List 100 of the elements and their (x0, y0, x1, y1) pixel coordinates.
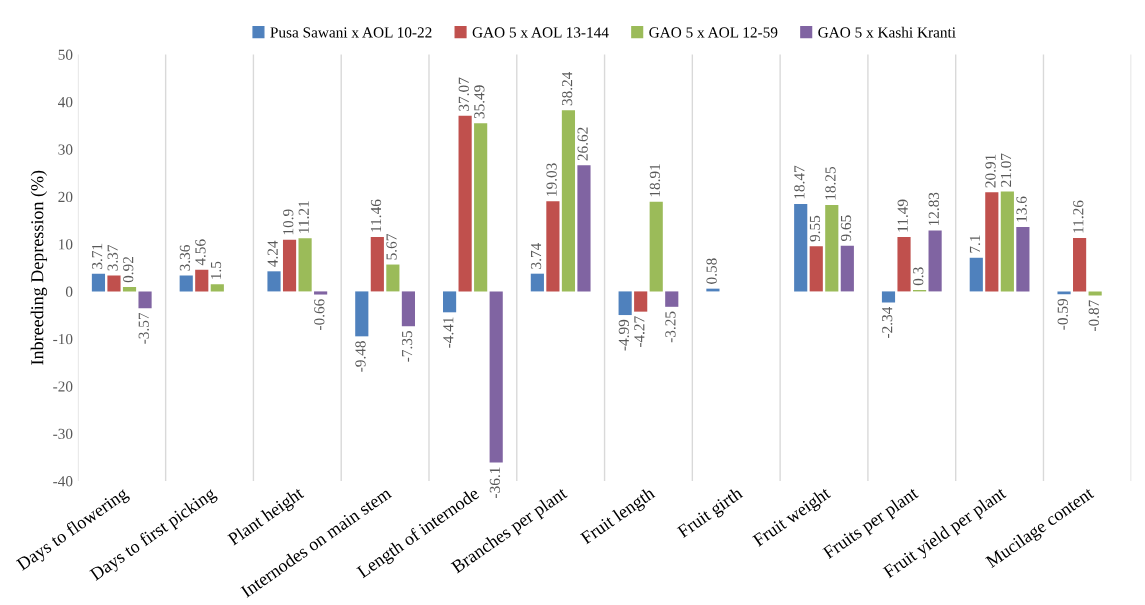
bar (665, 291, 679, 307)
bar (794, 203, 808, 292)
data-label: 11.49 (897, 199, 908, 232)
y-tick-label: 30 (58, 144, 73, 155)
bar (386, 264, 400, 292)
legend-label: GAO 5 x AOL 12-59 (649, 27, 778, 38)
bar (210, 284, 224, 292)
bar (489, 291, 503, 463)
data-label: 3.37 (107, 244, 118, 271)
data-label: 38.24 (561, 71, 573, 106)
data-label: 13.6 (1016, 196, 1027, 222)
bar (179, 275, 193, 292)
bar (314, 291, 328, 295)
bar (122, 287, 137, 292)
bar (474, 123, 488, 292)
data-label: 18.25 (825, 166, 836, 200)
bar (282, 239, 297, 292)
y-tick-label: -10 (53, 333, 73, 345)
y-tick-label: 20 (58, 191, 73, 203)
data-label: -4.99 (618, 319, 630, 351)
bar (897, 236, 911, 292)
data-label: -0.87 (1088, 300, 1100, 331)
bar (840, 245, 854, 292)
bar (1000, 191, 1014, 292)
data-label: 3.74 (530, 243, 542, 269)
data-label: 9.65 (840, 215, 852, 242)
bar (928, 230, 942, 292)
legend-label: GAO 5 x AOL 13-144 (472, 27, 609, 38)
data-label: 0.92 (123, 256, 134, 283)
bar (91, 273, 106, 292)
y-tick-label: 50 (58, 49, 73, 60)
data-label: 9.55 (809, 215, 821, 242)
data-label: 4.56 (195, 239, 206, 266)
bar (546, 201, 560, 292)
legend-label: Pusa Sawani x AOL 10-22 (270, 27, 432, 38)
data-label: 1.5 (210, 261, 222, 279)
bar (195, 269, 209, 292)
data-label: 0.3 (913, 267, 924, 286)
bar (618, 291, 632, 316)
data-label: -36.1 (489, 467, 501, 498)
legend-label: GAO 5 x Kashi Kranti (818, 26, 956, 38)
bar (1057, 291, 1071, 295)
data-label: 11.21 (298, 201, 309, 233)
data-label: 11.46 (370, 199, 382, 232)
data-label: 11.26 (1073, 200, 1084, 233)
data-label: 7.1 (969, 235, 981, 253)
data-label: -2.34 (882, 306, 893, 338)
data-label: -4.41 (443, 317, 454, 348)
bar (107, 275, 121, 292)
bar (985, 192, 999, 292)
bar (458, 115, 472, 292)
bar (969, 257, 983, 292)
data-label: 5.67 (386, 234, 397, 260)
bar (649, 201, 663, 292)
x-tick-label: Fruit girth (676, 485, 746, 542)
data-label: -3.57 (138, 312, 149, 344)
bar (577, 165, 591, 292)
bar (298, 238, 312, 292)
bar (370, 237, 384, 292)
y-tick-label: -40 (53, 476, 73, 487)
bar (1088, 291, 1102, 296)
bar (267, 271, 281, 292)
data-label: -7.35 (401, 331, 413, 362)
y-tick-label: -20 (53, 381, 73, 392)
data-label: -0.59 (1057, 299, 1068, 330)
data-label: 4.24 (267, 240, 278, 267)
bar (561, 110, 576, 292)
data-label: 37.07 (458, 77, 470, 111)
y-tick-label: 10 (59, 239, 73, 250)
data-label: -0.66 (314, 299, 325, 330)
data-label: 10.9 (283, 209, 294, 235)
bar (442, 291, 457, 313)
y-tick-label: 0 (65, 286, 73, 297)
data-label: 18.47 (794, 165, 805, 199)
data-label: 26.62 (577, 127, 588, 161)
bar (138, 291, 152, 309)
bar (401, 291, 415, 327)
y-axis-title: Inbreeding Depression (%) (30, 170, 48, 365)
bar (809, 246, 823, 292)
data-label: 3.71 (92, 243, 103, 269)
data-label: -9.48 (355, 341, 366, 372)
bar (825, 204, 839, 292)
y-tick-label: 40 (58, 96, 73, 108)
data-label: 0.58 (706, 258, 717, 284)
bar (355, 291, 369, 337)
bar (530, 273, 544, 292)
data-label: 19.03 (546, 163, 557, 196)
data-label: 3.36 (179, 245, 191, 271)
bar (1073, 238, 1087, 292)
bar (881, 291, 896, 303)
bar (634, 291, 648, 312)
bar (1016, 226, 1030, 292)
data-label: 35.49 (474, 85, 485, 119)
y-tick-label: -30 (53, 428, 73, 440)
data-label: -4.27 (634, 316, 645, 348)
data-label: 18.91 (649, 164, 661, 197)
data-label: 20.91 (985, 154, 996, 188)
data-label: 12.83 (928, 192, 939, 226)
data-label: -3.25 (665, 311, 676, 343)
data-label: 21.07 (1000, 153, 1012, 187)
